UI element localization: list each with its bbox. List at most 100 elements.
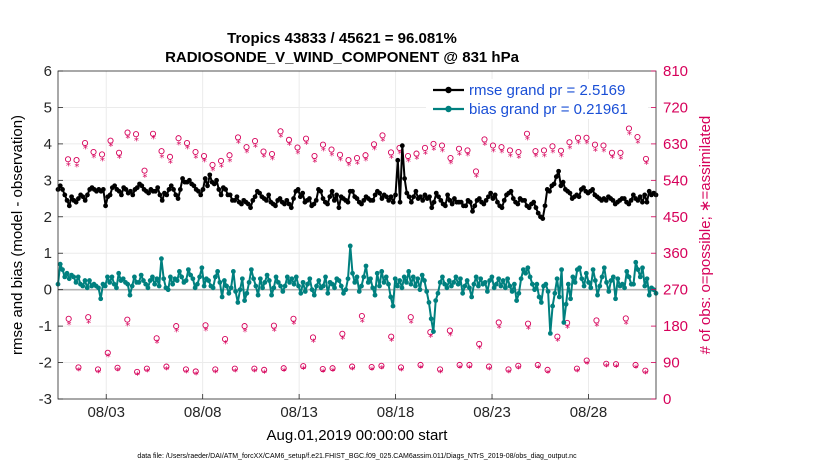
bias-point: [637, 274, 643, 280]
bias-point: [635, 267, 641, 273]
bias-point: [116, 270, 122, 276]
rmse-point: [640, 199, 645, 205]
rmse-point: [508, 188, 514, 194]
rmse-point: [103, 203, 108, 209]
bias-point: [343, 287, 349, 293]
bias-point: [419, 272, 425, 278]
obs-assimilated-marker: *: [506, 368, 511, 379]
obs-possible-marker: [625, 125, 633, 132]
rmse-point: [488, 190, 494, 196]
rmse-point: [404, 190, 410, 196]
obs-assimilated-marker: *: [594, 321, 599, 332]
legend-box: [426, 79, 648, 119]
rmse-point: [282, 201, 287, 207]
obs-possible-marker: [600, 142, 607, 149]
rmse-point: [336, 205, 342, 211]
rmse-point: [558, 183, 564, 189]
obs-assimilated-marker: *: [295, 149, 300, 160]
rmse-point: [499, 205, 505, 211]
bias-point: [215, 269, 221, 274]
bias-point: [559, 267, 564, 273]
bias-point: [498, 283, 504, 289]
obs-possible-marker: [591, 141, 599, 148]
obs-possible-marker: [251, 365, 258, 372]
obs-possible-marker: [417, 361, 424, 369]
bias-point: [284, 274, 290, 280]
obs-possible-marker: [379, 132, 386, 139]
bias-point: [242, 298, 247, 303]
bias-point: [408, 281, 414, 287]
obs-possible-marker: [498, 144, 505, 151]
bias-point: [588, 285, 594, 291]
bias-point: [338, 283, 344, 289]
rmse-point: [223, 187, 229, 192]
obs-assimilated-marker: *: [448, 331, 453, 342]
bias-point: [624, 269, 630, 274]
obs-assimilated-marker: *: [174, 327, 179, 338]
obs-assimilated-marker: *: [614, 363, 619, 374]
rmse-point: [207, 172, 213, 178]
x-axis-label: Aug.01,2019 00:00:00 start: [267, 427, 449, 444]
bias-point: [287, 279, 292, 285]
bias-point: [96, 285, 101, 291]
rmse-point: [116, 188, 122, 194]
bias-point: [390, 303, 396, 309]
bias-point: [534, 281, 540, 287]
bias-point: [359, 283, 364, 289]
rmse-point: [422, 192, 428, 198]
obs-possible-marker: [153, 335, 160, 342]
obs-possible-marker: [260, 148, 267, 155]
obs-assimilated-marker: *: [193, 154, 198, 165]
bias-point: [273, 274, 279, 280]
bias-point: [520, 267, 526, 273]
bias-point: [363, 263, 369, 269]
obs-possible-marker: [329, 365, 336, 372]
obs-possible-marker: [481, 136, 488, 143]
obs-assimilated-marker: *: [262, 368, 267, 379]
obs-possible-marker: [540, 147, 548, 154]
rmse-point: [157, 192, 163, 198]
y-left-tick-label: -3: [39, 391, 52, 408]
obs-assimilated-marker: *: [291, 320, 296, 331]
rmse-point: [472, 203, 478, 209]
bias-point: [138, 272, 144, 278]
obs-possible-marker: [388, 333, 395, 340]
rmse-point: [350, 188, 355, 194]
bias-point: [293, 274, 299, 280]
obs-assimilated-marker: *: [576, 139, 581, 150]
rmse-point: [134, 185, 140, 191]
obs-assimilated-marker: *: [516, 154, 521, 165]
rmse-point: [214, 177, 219, 183]
bias-point: [248, 267, 254, 273]
x-tick-label: 08/13: [280, 404, 318, 421]
bias-point: [269, 292, 274, 298]
obs-possible-marker: [104, 349, 111, 356]
rmse-point: [300, 190, 306, 196]
rmse-point: [175, 196, 181, 201]
bias-point: [194, 281, 200, 287]
bias-point: [374, 270, 380, 276]
rmse-point: [245, 201, 251, 207]
rmse-point: [252, 194, 258, 200]
bias-point: [401, 274, 407, 280]
bias-point: [482, 279, 488, 285]
rmse-point: [232, 197, 238, 203]
obs-possible-marker: [413, 150, 420, 157]
bias-point: [127, 292, 133, 298]
obs-assimilated-marker: *: [223, 339, 228, 350]
obs-possible-marker: [456, 361, 463, 369]
bias-point: [377, 283, 382, 289]
rmse-point: [85, 192, 90, 198]
obs-assimilated-marker: *: [227, 157, 232, 168]
bias-point: [505, 276, 511, 282]
y-left-tick-label: 3: [44, 172, 52, 189]
obs-assimilated-marker: *: [474, 172, 479, 183]
bias-point: [66, 276, 72, 282]
rmse-point: [470, 208, 475, 214]
bias-point: [640, 265, 645, 271]
rmse-point: [291, 196, 296, 201]
obs-possible-marker: [336, 151, 344, 158]
obs-assimilated-marker: *: [497, 323, 502, 334]
bias-point: [536, 294, 542, 300]
bias-point: [120, 276, 126, 282]
